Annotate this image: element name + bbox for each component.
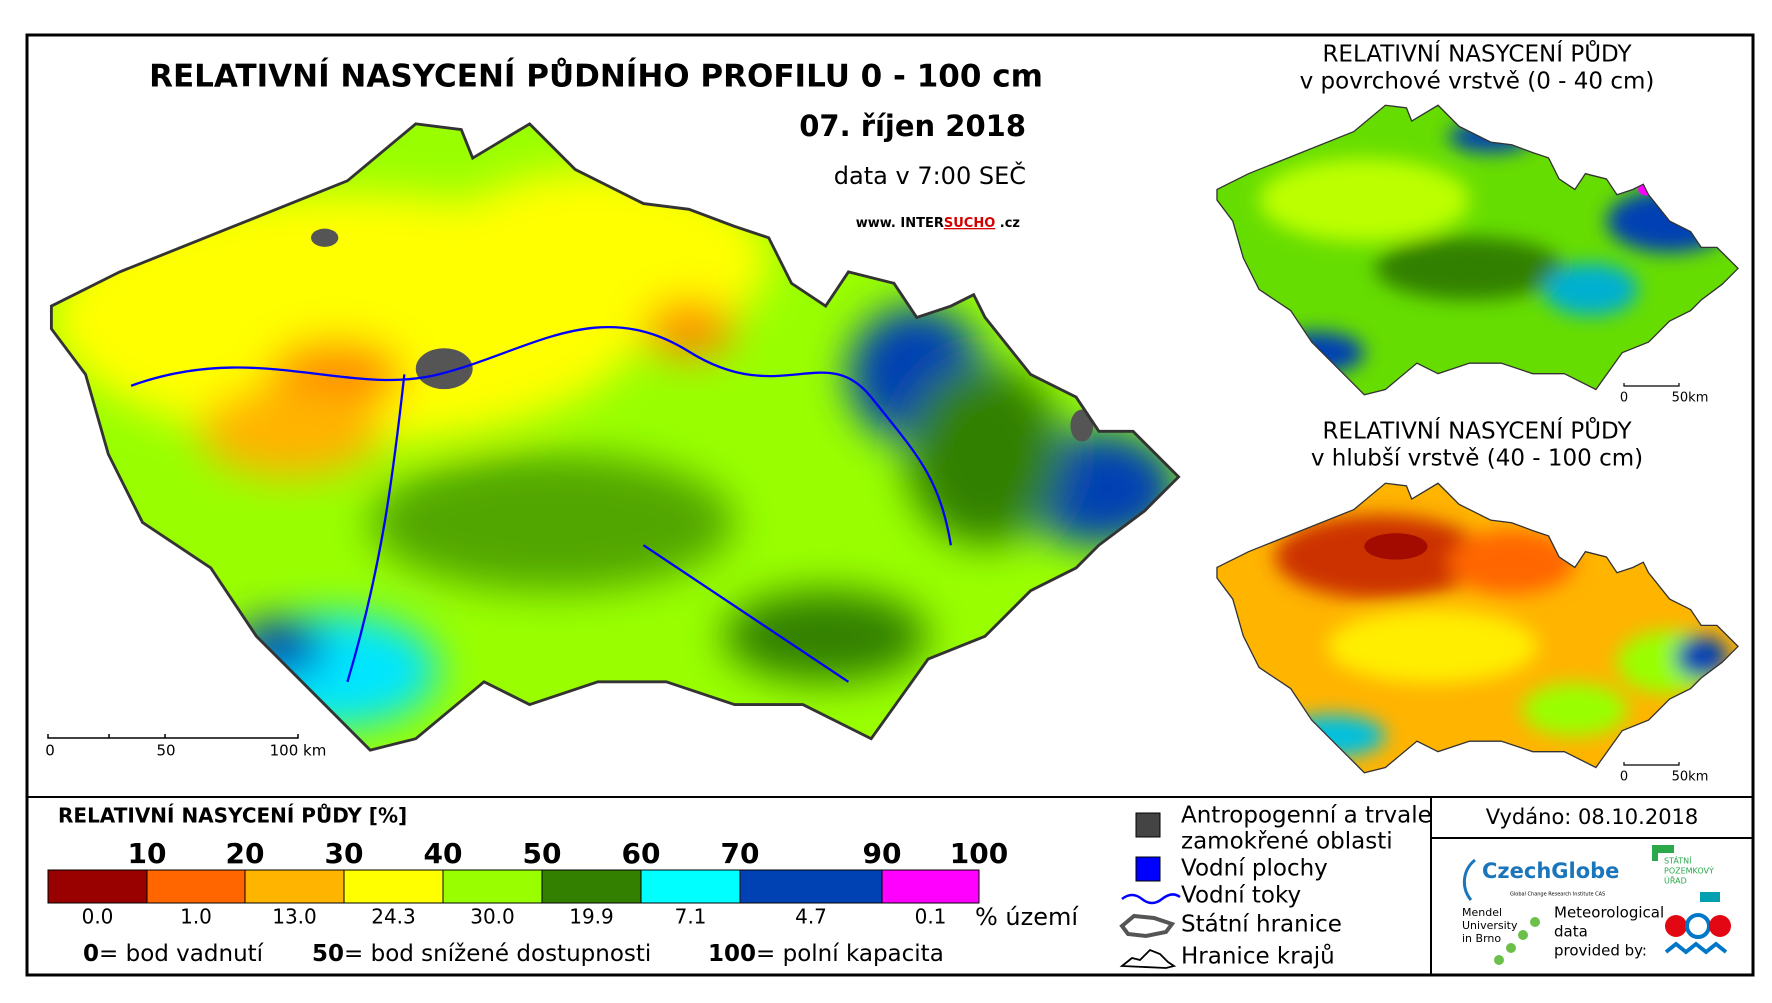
logo-mark xyxy=(1494,917,1540,965)
symbol-icon xyxy=(1135,812,1161,838)
legend-class xyxy=(244,869,345,904)
symbol-label: Vodní plochy xyxy=(1181,856,1328,882)
class-share: 0.0 xyxy=(82,905,114,929)
inset-title: v hlubší vrstvě (40 - 100 cm) xyxy=(1311,446,1643,472)
logo-spu: ÚŘAD xyxy=(1664,875,1687,886)
class-share: 24.3 xyxy=(371,905,416,929)
scale-label: 50 xyxy=(156,742,175,760)
symbol-icon xyxy=(1119,913,1176,939)
class-share: 1.0 xyxy=(180,905,212,929)
symbol-label: Antropogenní a trvale xyxy=(1181,803,1432,829)
class-share: 4.7 xyxy=(795,905,827,929)
scale-label: 50km xyxy=(1672,770,1709,785)
data-time: data v 7:00 SEČ xyxy=(834,160,1026,190)
threshold-label: 40 xyxy=(424,837,463,870)
logo-meteo: provided by: xyxy=(1554,942,1647,960)
class-share: 30.0 xyxy=(470,905,515,929)
website-part: SUCHO xyxy=(944,216,995,231)
legend-class xyxy=(541,869,642,904)
symbol-icon xyxy=(1135,856,1161,882)
threshold-label: 60 xyxy=(622,837,661,870)
scale-label: 100 km xyxy=(270,742,327,760)
note: 50= bod snížené dostupnosti xyxy=(312,941,651,967)
class-share: 19.9 xyxy=(569,905,614,929)
website-part: .cz xyxy=(995,216,1020,231)
note-key: 100 xyxy=(708,941,756,967)
scale-label: 50km xyxy=(1672,391,1709,406)
logo-mark xyxy=(1462,858,1476,901)
logo-sub: Global Change Research Institute CAS xyxy=(1510,892,1605,898)
threshold-label: 30 xyxy=(325,837,364,870)
logo-meteo: data xyxy=(1554,923,1588,941)
logo-mark xyxy=(1652,845,1658,861)
legend-class xyxy=(343,869,444,904)
scale-bar xyxy=(47,734,299,739)
threshold-label: 100 xyxy=(950,837,1008,870)
legend-title: RELATIVNÍ NASYCENÍ PŮDY [%] xyxy=(58,804,407,828)
logo-mendel: in Brno xyxy=(1462,932,1501,945)
logo-mark xyxy=(1700,892,1720,902)
logo-mendel: University xyxy=(1462,919,1518,932)
website: www. INTERSUCHO .cz xyxy=(856,216,1020,231)
logo-mark xyxy=(1652,845,1674,853)
logo-spu: POZEMKOVÝ xyxy=(1664,865,1714,876)
note-text: = bod snížené dostupnosti xyxy=(344,941,651,967)
issued: Vydáno: 08.10.2018 xyxy=(1486,805,1699,829)
main-title: RELATIVNÍ NASYCENÍ PŮDNÍHO PROFILU 0 - 1… xyxy=(149,58,1043,95)
symbol-label: Vodní toky xyxy=(1181,883,1301,909)
class-share: 0.1 xyxy=(915,905,947,929)
date: 07. říjen 2018 xyxy=(799,109,1026,143)
legend-class xyxy=(146,869,246,904)
logo-chmi xyxy=(1664,913,1731,955)
note-key: 50 xyxy=(312,941,344,967)
legend: 0.0 1.0 13.0 24.3 30.0 19.9 7.1 4.7 0.1 10 20 30 40 5… xyxy=(47,837,1008,929)
class-share: 13.0 xyxy=(272,905,317,929)
inset-title: RELATIVNÍ NASYCENÍ PŮDY xyxy=(1322,416,1632,445)
note-key: 0 xyxy=(83,941,99,967)
note: 0= bod vadnutí xyxy=(83,941,264,967)
share-unit: % území xyxy=(975,903,1079,931)
scale-label: 0 xyxy=(1620,391,1628,406)
legend-class xyxy=(881,869,980,904)
threshold-label: 10 xyxy=(128,837,167,870)
logo-meteo: Meteorological xyxy=(1554,904,1664,922)
inset-title: RELATIVNÍ NASYCENÍ PŮDY xyxy=(1322,39,1632,68)
scale-label: 0 xyxy=(1620,770,1628,785)
logo-spu: STÁTNÍ xyxy=(1664,855,1692,866)
legend-class xyxy=(47,869,148,904)
logo-mendel: Mendel xyxy=(1462,906,1502,919)
class-share: 7.1 xyxy=(675,905,707,929)
website-part: www. INTER xyxy=(856,216,944,231)
threshold-label: 20 xyxy=(226,837,265,870)
symbol-icon xyxy=(1119,948,1177,969)
threshold-label: 90 xyxy=(863,837,902,870)
symbol-label: Státní hranice xyxy=(1181,912,1342,938)
logo-czechglobe: CzechGlobe xyxy=(1482,859,1619,883)
note: 100= polní kapacita xyxy=(708,941,944,967)
symbol-icon xyxy=(1121,893,1181,905)
note-text: = polní kapacita xyxy=(756,941,944,967)
scale-label: 0 xyxy=(45,742,55,760)
symbol-label: Hranice krajů xyxy=(1181,943,1335,970)
symbol-label: zamokřené oblasti xyxy=(1181,829,1393,855)
scale-bar xyxy=(1623,383,1680,766)
threshold-label: 50 xyxy=(523,837,562,870)
inset-title: v povrchové vrstvě (0 - 40 cm) xyxy=(1300,69,1655,95)
threshold-label: 70 xyxy=(721,837,760,870)
legend-class xyxy=(442,869,543,904)
note-text: = bod vadnutí xyxy=(99,941,264,967)
legend-class xyxy=(640,869,741,904)
legend-class xyxy=(739,869,883,904)
